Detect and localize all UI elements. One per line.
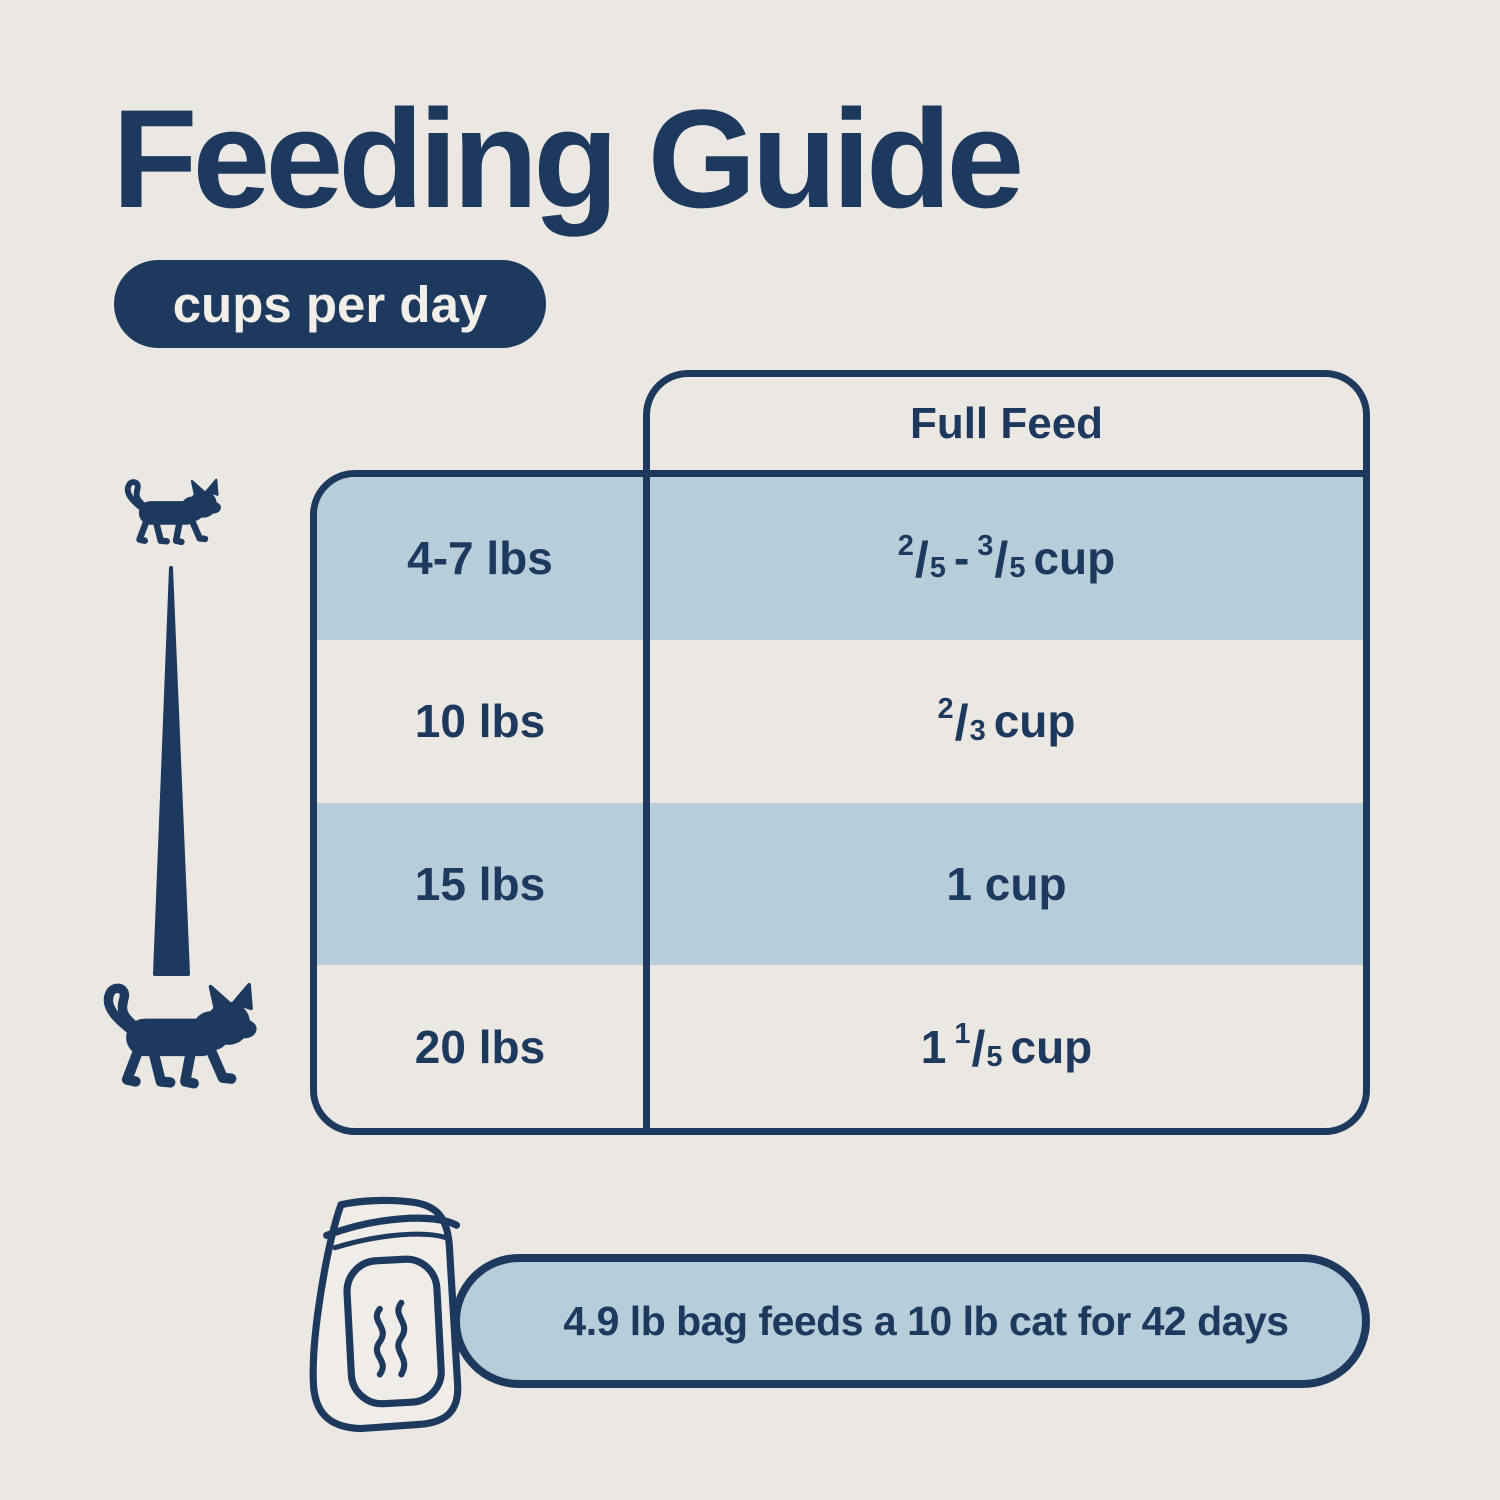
small-cat-icon bbox=[124, 478, 221, 546]
amount-value: 1 cup bbox=[643, 803, 1363, 966]
fraction: 2/5 bbox=[897, 530, 946, 589]
unit-badge: cups per day bbox=[114, 260, 546, 348]
weight-label: 20 lbs bbox=[414, 1020, 546, 1073]
weight-label: 15 lbs bbox=[414, 857, 546, 910]
amount-value: 2/3 cup bbox=[643, 640, 1363, 803]
fraction: 1/5 bbox=[954, 1018, 1003, 1077]
footer-note-banner: 4.9 lb bag feeds a 10 lb cat for 42 days bbox=[452, 1254, 1370, 1388]
amount-text: - bbox=[953, 532, 970, 585]
column-header-label: Full Feed bbox=[909, 399, 1104, 448]
fraction: 2/3 bbox=[937, 692, 986, 752]
unit-badge-label: cups per day bbox=[172, 275, 488, 333]
page-title: Feeding Guide bbox=[112, 80, 1024, 237]
amount-text: 1 bbox=[920, 1020, 947, 1073]
amount-text: cup bbox=[1033, 532, 1116, 585]
feeding-table: Full Feed 4-7 lbs 2/5-3/5 cup 10 lbs 2/3 cu… bbox=[310, 370, 1370, 1135]
amount-value: 2/5-3/5 cup bbox=[643, 477, 1363, 640]
column-header-full-feed: Full Feed bbox=[643, 370, 1370, 477]
amount-value: 1 1/5 cup bbox=[643, 965, 1363, 1128]
column-divider bbox=[643, 477, 650, 1128]
steam-icon bbox=[373, 1299, 408, 1378]
amount-text: cup bbox=[993, 695, 1076, 748]
table-body: 4-7 lbs 2/5-3/5 cup 10 lbs 2/3 cup 15 lbs 1 c… bbox=[310, 470, 1370, 1135]
table-row: 20 lbs 1 1/5 cup bbox=[317, 965, 1363, 1128]
weight-label: 4-7 lbs bbox=[407, 532, 553, 585]
table-row: 10 lbs 2/3 cup bbox=[317, 640, 1363, 803]
food-bag-icon bbox=[309, 1196, 462, 1433]
table-rows: 4-7 lbs 2/5-3/5 cup 10 lbs 2/3 cup 15 lbs 1 c… bbox=[317, 477, 1363, 1128]
footer-note-text: 4.9 lb bag feeds a 10 lb cat for 42 days bbox=[563, 1297, 1289, 1344]
table-row: 15 lbs 1 cup bbox=[317, 802, 1363, 966]
fraction: 3/5 bbox=[977, 530, 1026, 589]
amount-text: 1 cup bbox=[946, 857, 1067, 910]
size-scale-triangle bbox=[153, 566, 190, 976]
amount-text: cup bbox=[1010, 1020, 1093, 1073]
large-cat-icon bbox=[103, 982, 257, 1089]
table-row: 4-7 lbs 2/5-3/5 cup bbox=[317, 477, 1363, 640]
weight-label: 10 lbs bbox=[414, 695, 546, 748]
